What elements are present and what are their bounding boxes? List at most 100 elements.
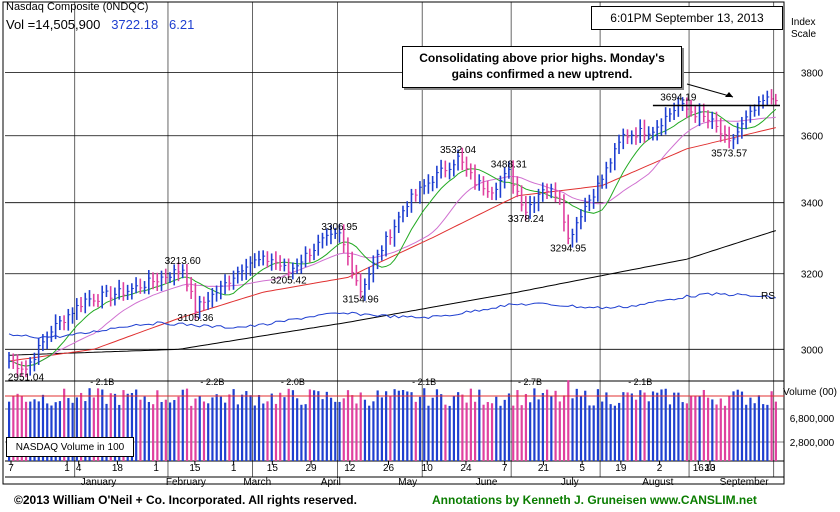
- volume-bar: [202, 401, 206, 461]
- volume-bar: [249, 395, 252, 461]
- volume-bar: [736, 389, 739, 461]
- volume-bar: [130, 392, 134, 461]
- volume-bar: [279, 392, 282, 461]
- volume-bar: [190, 405, 193, 461]
- scale-label-2: Scale: [791, 29, 817, 40]
- volume-bar: [329, 397, 333, 461]
- volume-bar: [29, 401, 32, 461]
- volume-bar: [346, 390, 350, 461]
- price-annotation: 3205.42: [271, 276, 308, 287]
- volume-bar: [274, 403, 278, 461]
- volume-bar: [215, 394, 218, 461]
- volume-bar: [584, 390, 587, 461]
- volume-bar: [546, 389, 549, 461]
- volume-quote: Vol =14,505,900 3722.18 6.21: [6, 17, 194, 32]
- volume-bar: [24, 401, 28, 461]
- volume-bar: [571, 398, 574, 461]
- price-annotation: 3532.04: [440, 145, 477, 156]
- annotation-line-1: Consolidating above prior highs. Monday'…: [419, 51, 665, 65]
- x-day-tick: 30: [704, 463, 716, 474]
- x-day-tick: 13: [704, 463, 716, 474]
- chart-labels: 2951.04 3213.60 3105.36 3205.42 3306.95 3154.…: [8, 92, 748, 383]
- volume-bar: [63, 388, 66, 461]
- volume-bar: [579, 395, 583, 461]
- volume-bar: [745, 404, 748, 461]
- volume-bar: [126, 393, 129, 461]
- ma-21-line: [8, 116, 776, 367]
- volume-bar: [198, 396, 201, 461]
- price-change: 6.21: [169, 17, 195, 32]
- x-month-label: September: [720, 477, 770, 488]
- price-annotation: 3573.57: [711, 148, 748, 159]
- x-day-tick: 5: [579, 463, 585, 474]
- volume-bar: [177, 396, 180, 461]
- volume-bar: [554, 390, 557, 461]
- volume-bar: [406, 391, 409, 461]
- volume-bar: [147, 401, 150, 461]
- volume-bar: [194, 398, 197, 461]
- x-day-tick: 1: [231, 463, 237, 474]
- rs-label: RS: [761, 291, 775, 302]
- price-annotation: 3378.24: [508, 214, 545, 225]
- volume-bar: [706, 397, 710, 461]
- volume-bar: [461, 394, 464, 461]
- volume-bar: [135, 389, 138, 461]
- volume-bar: [270, 393, 273, 461]
- volume-bar: [16, 393, 19, 461]
- price-annotation: 3154.96: [343, 294, 380, 305]
- volume-bar: [503, 399, 506, 461]
- x-day-tick: 2: [657, 463, 663, 474]
- volume-bar: [660, 389, 663, 461]
- y-tick-label: 3600: [801, 132, 824, 143]
- volume-bar: [410, 392, 413, 461]
- volume-bar: [105, 403, 108, 461]
- volume-bar: [368, 405, 371, 461]
- volume-bar: [529, 402, 532, 461]
- volume-bar: [740, 391, 744, 461]
- volume-bar: [690, 395, 693, 461]
- volume-bar: [139, 399, 142, 461]
- x-month-label: January: [81, 477, 117, 488]
- volume-bar: [634, 399, 638, 461]
- volume-bar: [143, 396, 146, 461]
- volume-bar: [766, 404, 769, 461]
- volume-bar: [719, 398, 722, 461]
- x-day-tick: 15: [267, 463, 279, 474]
- volume-bar: [512, 405, 515, 461]
- volume-bar: [647, 401, 650, 461]
- volume-bar: [376, 390, 379, 461]
- volume-bar: [236, 404, 239, 461]
- y-tick-label: 3400: [801, 199, 824, 210]
- copyright: ©2013 William O'Neil + Co. Incorporated.…: [14, 493, 357, 507]
- volume-bar: [651, 391, 655, 461]
- annotation-credit: Annotations by Kenneth J. Gruneisen www.…: [432, 493, 757, 507]
- x-day-tick: 7: [502, 463, 508, 474]
- volume-bar: [414, 401, 417, 461]
- volume-bar: [435, 389, 439, 461]
- volume-bar: [520, 405, 523, 461]
- volume-bar: [304, 404, 307, 461]
- volume-bar: [440, 394, 443, 461]
- volume-bar: [630, 393, 633, 461]
- volume-bar: [486, 402, 489, 461]
- volume-bar: [37, 401, 40, 461]
- x-day-tick: 12: [344, 463, 356, 474]
- volume-bar: [109, 393, 112, 461]
- volume-bar: [338, 401, 341, 461]
- y-tick-label: 3000: [801, 345, 824, 356]
- volume-bar: [168, 402, 172, 461]
- rs-line: [8, 292, 776, 339]
- volume-peak-label: - 2.2B: [200, 377, 224, 387]
- x-day-tick: 10: [422, 463, 434, 474]
- volume-bar: [732, 391, 735, 461]
- x-month-label: June: [476, 477, 498, 488]
- volume-bar: [618, 402, 621, 461]
- volume-bar: [550, 396, 553, 461]
- volume-bar: [296, 398, 299, 461]
- volume-bar: [317, 391, 320, 461]
- scale-label-1: Index: [791, 17, 816, 28]
- volume-bar: [8, 401, 11, 461]
- volume-bar: [702, 389, 705, 461]
- volume-bar: [452, 395, 456, 461]
- volume-bar: [96, 388, 100, 461]
